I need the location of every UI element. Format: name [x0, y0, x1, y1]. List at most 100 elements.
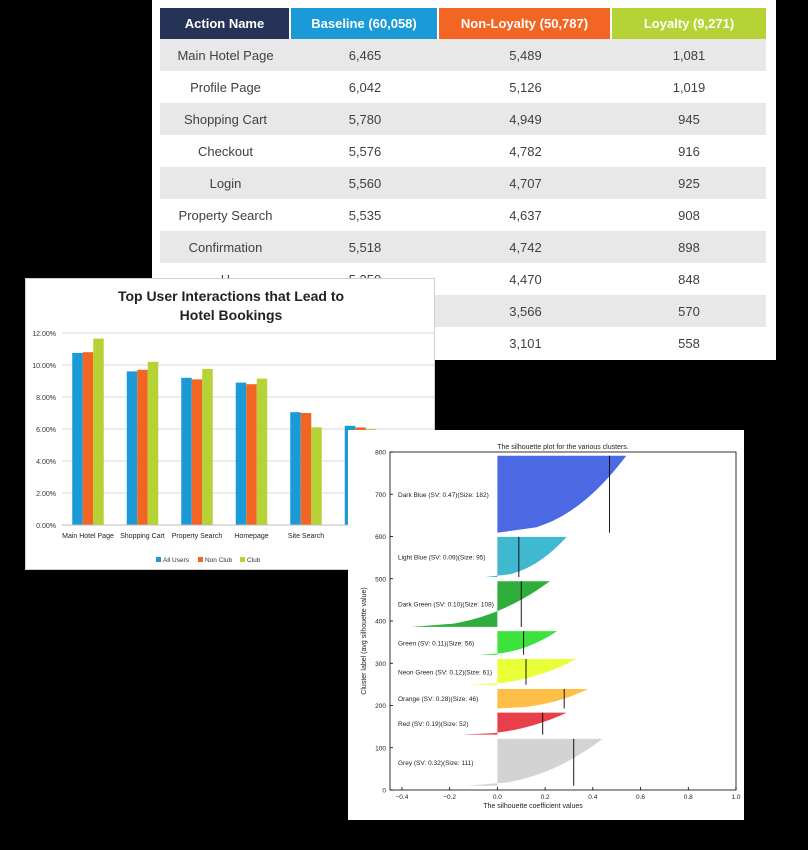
silhouette-cluster-band [461, 712, 567, 735]
header-loyalty: Loyalty (9,271) [612, 8, 766, 39]
bar [72, 353, 83, 525]
table-row: Profile Page 6,042 5,126 1,019 [160, 71, 766, 103]
table-cell: Shopping Cart [160, 103, 291, 135]
bar-y-tick-label: 6.00% [36, 427, 56, 434]
silhouette-cluster-band [497, 689, 589, 709]
table-cell: 3,566 [439, 295, 612, 327]
silhouette-x-tick-label: −0.4 [396, 794, 409, 801]
bar-y-tick-label: 10.00% [32, 363, 56, 370]
silhouette-plot: The silhouette plot for the various clus… [361, 444, 741, 810]
silhouette-cluster-label: Neon Green (SV: 0.12)(Size: 61) [398, 669, 492, 676]
bar-category-label: Site Search [288, 533, 324, 540]
legend-swatch [240, 557, 245, 562]
header-baseline: Baseline (60,058) [291, 8, 439, 39]
silhouette-x-tick-label: 0.0 [493, 794, 502, 801]
silhouette-cluster-band [468, 659, 577, 685]
bar [246, 384, 257, 525]
silhouette-title: The silhouette plot for the various clus… [497, 444, 629, 451]
silhouette-y-axis-label: Cluster label (avg silhouette value) [361, 587, 368, 694]
silhouette-cluster-label: Dark Blue (SV: 0.47)(Size: 182) [398, 492, 489, 499]
table-cell: 5,518 [291, 231, 439, 263]
legend-label: All Users [163, 557, 190, 564]
table-row: Property Search 5,535 4,637 908 [160, 199, 766, 231]
table-cell: 1,019 [612, 71, 766, 103]
table-cell: 4,949 [439, 103, 612, 135]
bar [147, 361, 159, 525]
table-cell: 1,081 [612, 39, 766, 71]
silhouette-cluster-label: Green (SV: 0.11)(Size: 56) [398, 640, 474, 647]
bar [126, 371, 138, 525]
table-cell: 4,742 [439, 231, 612, 263]
legend-swatch [156, 557, 161, 562]
silhouette-y-tick-label: 300 [375, 661, 386, 668]
table-cell: 6,042 [291, 71, 439, 103]
silhouette-x-tick-label: 0.8 [684, 794, 693, 801]
bar-y-tick-label: 4.00% [36, 459, 56, 466]
bar-y-tick-label: 12.00% [32, 331, 56, 338]
silhouette-y-tick-label: 700 [375, 492, 386, 499]
bar-y-tick-label: 2.00% [36, 491, 56, 498]
table-cell: 4,637 [439, 199, 612, 231]
table-cell: 4,782 [439, 135, 612, 167]
silhouette-y-tick-label: 500 [375, 576, 386, 583]
table-row: Main Hotel Page 6,465 5,489 1,081 [160, 39, 766, 71]
silhouette-cluster-band [497, 455, 627, 533]
table-row: Login 5,560 4,707 925 [160, 167, 766, 199]
silhouette-y-tick-label: 600 [375, 534, 386, 541]
bar [311, 427, 322, 525]
silhouette-x-tick-label: 0.2 [541, 794, 550, 801]
table-cell: 570 [612, 295, 766, 327]
silhouette-y-tick-label: 0 [382, 788, 386, 795]
bar [235, 382, 247, 525]
bar-y-tick-label: 8.00% [36, 395, 56, 402]
table-row: Shopping Cart 5,780 4,949 945 [160, 103, 766, 135]
table-cell: 848 [612, 263, 766, 295]
bar-chart-title: Top User Interactions that Lead to [118, 288, 344, 304]
silhouette-cluster-band [485, 536, 567, 578]
silhouette-y-tick-label: 100 [375, 745, 386, 752]
silhouette-x-tick-label: 1.0 [731, 794, 740, 801]
table-cell: 4,470 [439, 263, 612, 295]
table-cell: 945 [612, 103, 766, 135]
table-cell: 908 [612, 199, 766, 231]
legend-label: Club [247, 557, 261, 564]
bar [202, 369, 213, 525]
silhouette-plot-panel: The silhouette plot for the various clus… [348, 430, 744, 820]
silhouette-x-tick-label: 0.6 [636, 794, 645, 801]
silhouette-cluster-label: Orange (SV: 0.28)(Size: 46) [398, 696, 478, 703]
legend-label: Non Club [205, 557, 232, 564]
silhouette-cluster-band [478, 631, 558, 655]
bar-chart-title: Hotel Bookings [180, 307, 283, 323]
bar-category-label: Main Hotel Page [62, 533, 114, 540]
bar [300, 413, 312, 525]
table-cell: 4,707 [439, 167, 612, 199]
silhouette-x-tick-label: −0.2 [443, 794, 456, 801]
table-cell: Confirmation [160, 231, 291, 263]
silhouette-x-tick-label: 0.4 [588, 794, 597, 801]
bar [290, 412, 301, 525]
table-cell: Property Search [160, 199, 291, 231]
silhouette-cluster-label: Light Blue (SV: 0.09)(Size: 95) [398, 554, 486, 561]
bar-category-label: Property Search [172, 533, 223, 540]
bar-category-label: Shopping Cart [120, 533, 165, 540]
bar [93, 338, 104, 525]
silhouette-cluster-label: Red (SV: 0.19)(Size: 52) [398, 721, 469, 728]
table-cell: Login [160, 167, 291, 199]
legend-swatch [198, 557, 203, 562]
silhouette-cluster-label: Dark Green (SV: 0.10)(Size: 108) [398, 602, 494, 609]
table-cell: 6,465 [291, 39, 439, 71]
bar [137, 369, 148, 525]
bar [256, 378, 268, 525]
interactions-table-panel: Action Name Baseline (60,058) Non-Loyalt… [152, 0, 776, 360]
silhouette-y-tick-label: 800 [375, 450, 386, 457]
bar [181, 377, 192, 525]
table-header-row: Action Name Baseline (60,058) Non-Loyalt… [160, 8, 766, 39]
silhouette-cluster-band [466, 738, 603, 786]
silhouette-x-axis-label: The silhouette coefficient values [483, 803, 583, 810]
table-cell: 5,535 [291, 199, 439, 231]
table-cell: 5,560 [291, 167, 439, 199]
table-cell: 3,101 [439, 327, 612, 359]
silhouette-cluster-label: Grey (SV: 0.32)(Size: 111) [398, 760, 473, 767]
header-non-loyalty: Non-Loyalty (50,787) [439, 8, 612, 39]
table-cell: Main Hotel Page [160, 39, 291, 71]
